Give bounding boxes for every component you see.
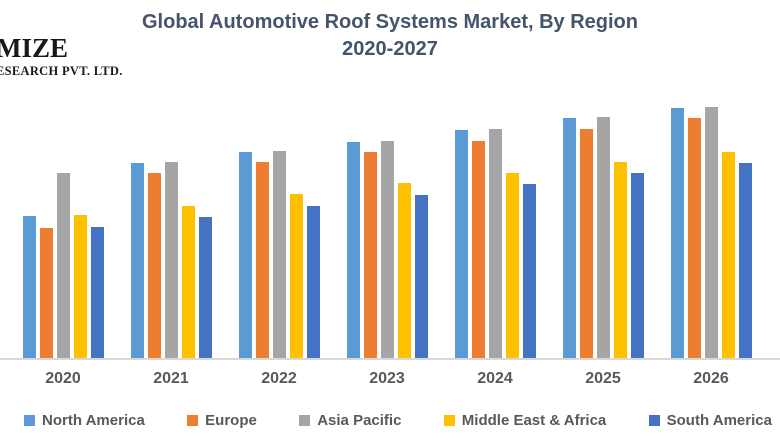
bar-asia-pacific-2020 [56,173,70,358]
bar-south-america-2023 [414,195,428,358]
bar-europe-2021 [147,173,161,358]
bar-south-america-2022 [306,206,320,358]
bar-south-america-2025 [630,173,644,358]
bar-north-america-2020 [22,216,36,358]
bar-middle-east-africa-2023 [397,183,411,358]
bar-asia-pacific-2024 [488,129,502,358]
x-axis-label-2024: 2024 [477,370,513,387]
legend-item-north-america: North America [24,412,145,429]
bar-middle-east-africa-2020 [73,215,87,358]
legend-marker-icon-middle-east-africa [443,415,455,426]
chart-title-line2: 2020-2027 [342,38,438,60]
bar-north-america-2024 [454,130,468,358]
legend-item-asia-pacific: Asia Pacific [299,412,401,429]
bar-middle-east-africa-2025 [613,162,627,358]
bar-europe-2022 [255,162,269,358]
bar-europe-2026 [687,118,701,358]
bar-asia-pacific-2022 [272,151,286,358]
bar-north-america-2023 [346,142,360,358]
legend-label-south-america: South America [666,412,772,429]
bar-north-america-2026 [670,108,684,358]
plot-area [0,107,780,360]
bar-south-america-2021 [198,217,212,358]
bar-south-america-2026 [738,163,752,358]
bar-north-america-2025 [562,118,576,358]
bar-south-america-2024 [522,184,536,358]
brand-logo-line2: ESEARCH PVT. LTD. [0,64,123,78]
legend-label-north-america: North America [42,412,145,429]
bar-asia-pacific-2021 [164,162,178,358]
bar-europe-2024 [471,141,485,358]
x-axis-label-2020: 2020 [45,370,81,387]
chart-title-line1: Global Automotive Roof Systems Market, B… [141,11,638,33]
bar-north-america-2021 [130,163,144,358]
legend-marker-icon-europe [187,415,199,426]
legend: North America Europe Asia Pacific Middle Ea… [0,412,780,429]
x-axis-label-2023: 2023 [369,370,405,387]
legend-item-europe: Europe [187,412,257,429]
x-axis-label-2021: 2021 [153,370,189,387]
bar-asia-pacific-2026 [704,107,718,358]
x-axis-label-2025: 2025 [585,370,621,387]
bar-middle-east-africa-2024 [505,173,519,358]
bar-europe-2023 [363,152,377,358]
legend-marker-icon-asia-pacific [299,415,311,426]
bar-asia-pacific-2025 [596,117,610,358]
bar-middle-east-africa-2021 [181,206,195,358]
legend-item-middle-east-africa: Middle East & Africa [443,412,607,429]
legend-marker-icon-south-america [648,415,660,426]
x-axis-label-2026: 2026 [693,370,729,387]
legend-marker-icon-north-america [24,415,35,426]
legend-label-europe: Europe [205,412,257,429]
bar-europe-2025 [579,129,593,358]
brand-logo: MIZE ESEARCH PVT. LTD. [0,35,123,78]
legend-item-south-america: South America [648,412,772,429]
chart-title: Global Automotive Roof Systems Market, B… [0,9,780,63]
bar-europe-2020 [39,228,53,358]
legend-label-asia-pacific: Asia Pacific [317,412,402,429]
bar-north-america-2022 [238,152,252,358]
bar-asia-pacific-2023 [380,141,394,358]
brand-logo-line1: MIZE [0,33,69,63]
x-axis-label-2022: 2022 [261,370,297,387]
bar-south-america-2020 [90,227,104,358]
legend-label-middle-east-africa: Middle East & Africa [461,412,607,429]
bar-middle-east-africa-2022 [289,194,303,358]
bar-middle-east-africa-2026 [721,152,735,358]
